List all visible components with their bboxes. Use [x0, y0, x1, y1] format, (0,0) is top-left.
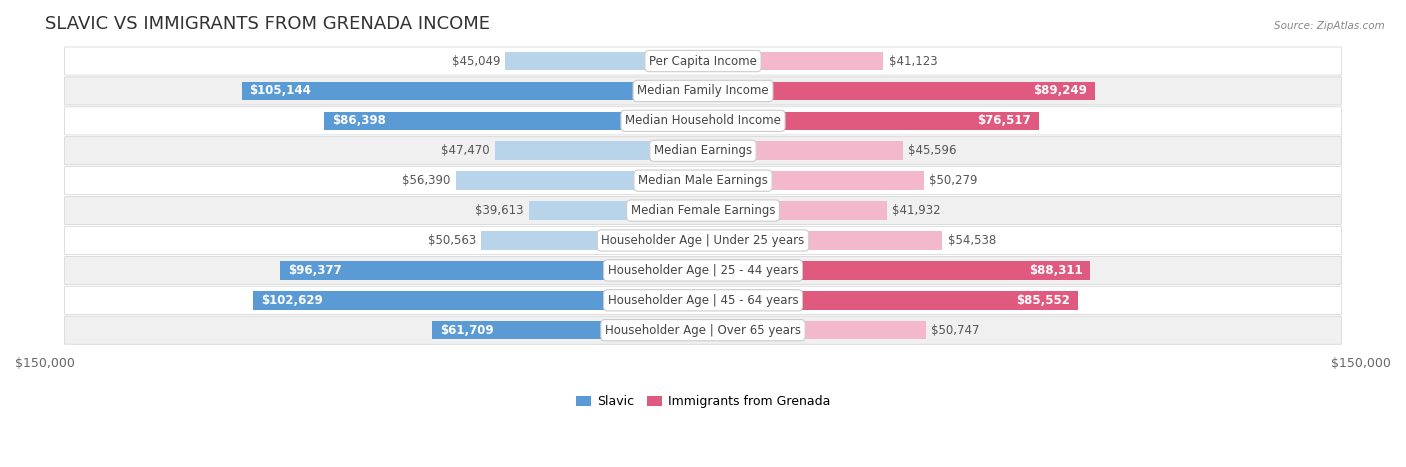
Text: $41,123: $41,123 [889, 55, 938, 68]
Text: $76,517: $76,517 [977, 114, 1031, 127]
Bar [481, 231, 703, 250]
Text: Median Household Income: Median Household Income [626, 114, 780, 127]
Text: Householder Age | 25 - 44 years: Householder Age | 25 - 44 years [607, 264, 799, 277]
FancyBboxPatch shape [65, 107, 1341, 135]
Text: $50,563: $50,563 [427, 234, 475, 247]
Text: Median Family Income: Median Family Income [637, 85, 769, 98]
Bar [432, 321, 703, 340]
Text: Median Male Earnings: Median Male Earnings [638, 174, 768, 187]
Text: $86,398: $86,398 [332, 114, 385, 127]
Bar [703, 112, 1039, 130]
Legend: Slavic, Immigrants from Grenada: Slavic, Immigrants from Grenada [571, 390, 835, 413]
Bar [456, 171, 703, 190]
FancyBboxPatch shape [65, 47, 1341, 75]
Bar [703, 261, 1091, 280]
FancyBboxPatch shape [65, 286, 1341, 314]
Text: $85,552: $85,552 [1017, 294, 1070, 307]
Text: Per Capita Income: Per Capita Income [650, 55, 756, 68]
Text: $105,144: $105,144 [250, 85, 312, 98]
Bar [703, 291, 1078, 310]
FancyBboxPatch shape [65, 137, 1341, 165]
Text: Source: ZipAtlas.com: Source: ZipAtlas.com [1274, 21, 1385, 31]
Text: $39,613: $39,613 [475, 204, 524, 217]
Bar [495, 142, 703, 160]
Text: $41,932: $41,932 [893, 204, 941, 217]
FancyBboxPatch shape [65, 256, 1341, 284]
Text: Householder Age | Under 25 years: Householder Age | Under 25 years [602, 234, 804, 247]
FancyBboxPatch shape [65, 197, 1341, 225]
Bar [703, 321, 925, 340]
Text: $61,709: $61,709 [440, 324, 494, 337]
Bar [323, 112, 703, 130]
Text: Median Female Earnings: Median Female Earnings [631, 204, 775, 217]
Text: $96,377: $96,377 [288, 264, 342, 277]
Bar [242, 82, 703, 100]
Text: $50,747: $50,747 [931, 324, 980, 337]
FancyBboxPatch shape [65, 167, 1341, 195]
Text: Householder Age | 45 - 64 years: Householder Age | 45 - 64 years [607, 294, 799, 307]
Bar [703, 201, 887, 220]
Text: $88,311: $88,311 [1029, 264, 1083, 277]
Bar [703, 231, 942, 250]
FancyBboxPatch shape [65, 77, 1341, 105]
Text: SLAVIC VS IMMIGRANTS FROM GRENADA INCOME: SLAVIC VS IMMIGRANTS FROM GRENADA INCOME [45, 15, 489, 33]
Text: $102,629: $102,629 [260, 294, 322, 307]
Bar [703, 171, 924, 190]
Text: $45,049: $45,049 [451, 55, 501, 68]
Bar [703, 142, 903, 160]
Bar [280, 261, 703, 280]
FancyBboxPatch shape [65, 226, 1341, 255]
Text: Householder Age | Over 65 years: Householder Age | Over 65 years [605, 324, 801, 337]
Bar [505, 52, 703, 71]
Text: Median Earnings: Median Earnings [654, 144, 752, 157]
Bar [529, 201, 703, 220]
Text: $50,279: $50,279 [929, 174, 977, 187]
FancyBboxPatch shape [65, 316, 1341, 344]
Bar [703, 82, 1094, 100]
Bar [253, 291, 703, 310]
Text: $89,249: $89,249 [1033, 85, 1087, 98]
Bar [703, 52, 883, 71]
Text: $47,470: $47,470 [441, 144, 489, 157]
Text: $45,596: $45,596 [908, 144, 957, 157]
Text: $54,538: $54,538 [948, 234, 995, 247]
Text: $56,390: $56,390 [402, 174, 450, 187]
